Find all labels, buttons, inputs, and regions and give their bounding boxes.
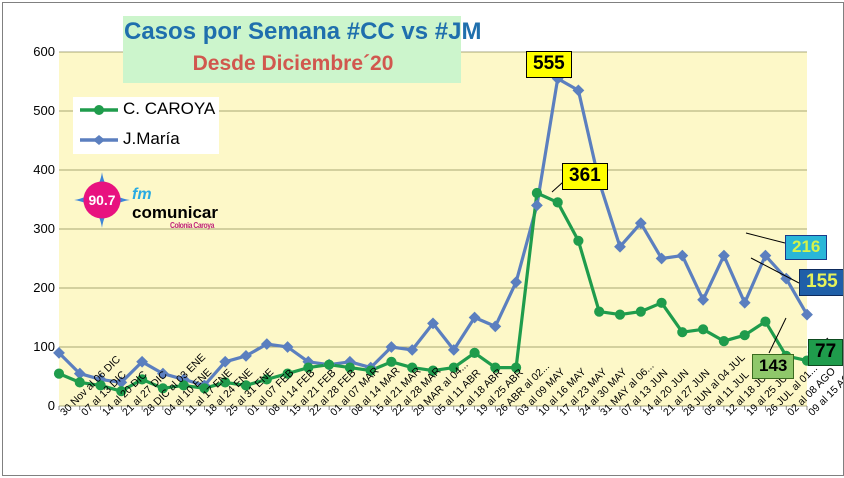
svg-text:90.7: 90.7 [88, 192, 115, 208]
